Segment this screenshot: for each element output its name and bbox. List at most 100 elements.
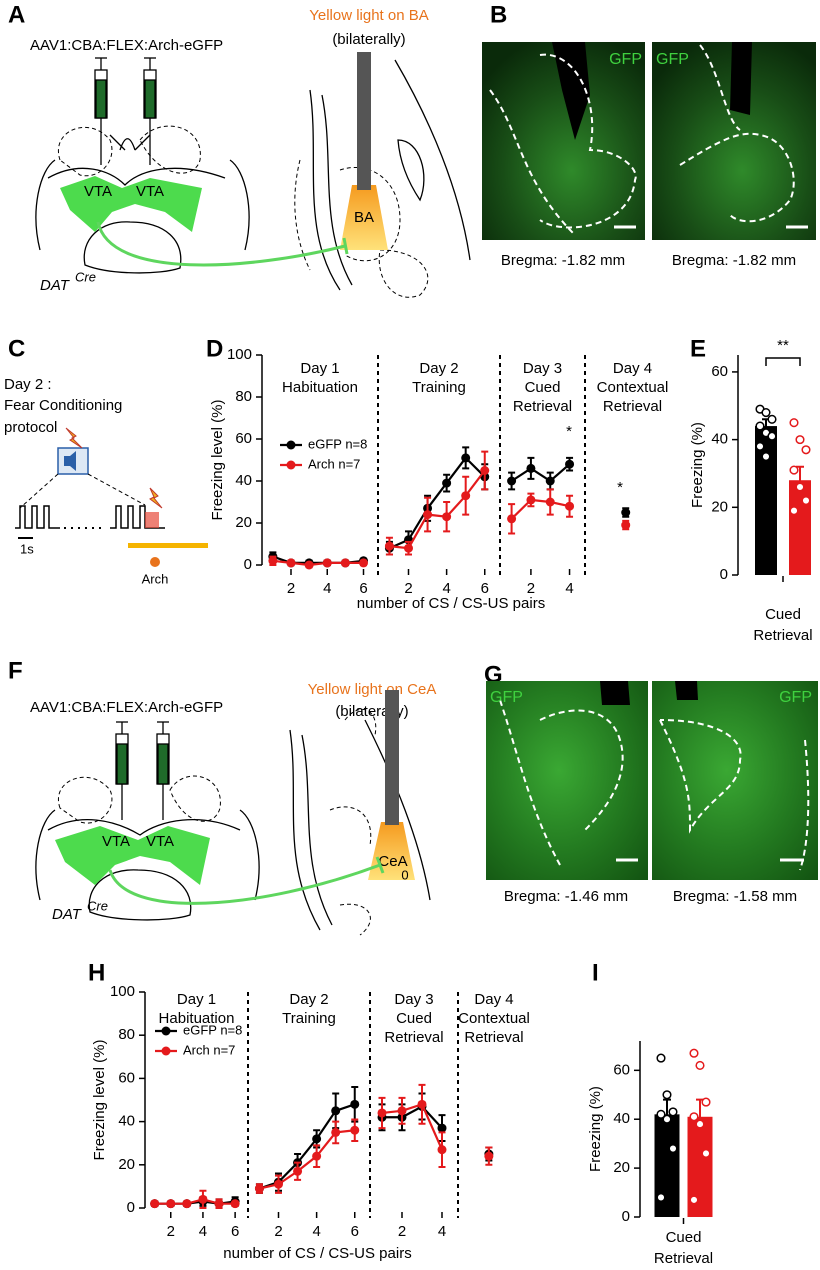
fiber-track [552,42,590,140]
panel-b: B GFP GFP Bregma: -1.82 mm Bregma: -1.82… [482,1,816,269]
marker-label: 0 [401,867,408,882]
y-tick-label: 80 [235,388,252,405]
panel-label: E [690,335,706,362]
x-tick-label: 2 [167,1223,175,1240]
y-axis-label: Freezing (%) [587,1086,604,1172]
data-point [268,556,278,566]
category-label: Retrieval [753,627,812,644]
data-point [166,1199,176,1209]
data-point [293,1166,303,1176]
light-bar [128,543,208,548]
data-point [565,501,575,511]
speaker [64,451,76,471]
individual-point [656,1192,666,1202]
y-tick-label: 0 [127,1199,135,1216]
data-point [304,560,314,570]
data-point [198,1194,208,1204]
y-tick-label: 0 [244,556,252,573]
y-tick-label: 40 [711,431,728,448]
data-point [461,491,471,501]
syringes [115,721,170,820]
x-tick-label: 6 [359,580,367,597]
day-title: Day 2 [419,360,458,377]
projection-end [375,856,385,874]
data-point [312,1134,322,1144]
series-line [388,456,486,550]
data-point [565,459,575,469]
series-line [259,1129,355,1190]
data-point [331,1127,341,1137]
x-tick-label: 6 [351,1223,359,1240]
day-title: Training [282,1010,336,1027]
data-point [312,1151,322,1161]
data-point [286,558,296,568]
day-title: Retrieval [384,1029,443,1046]
day-title: Day 3 [394,991,433,1008]
projection-end [342,237,349,255]
mouse-line: DAT [40,277,71,294]
individual-point [789,418,799,428]
individual-point [761,451,771,462]
y-axis-label: Freezing level (%) [209,400,226,521]
x-tick-label: 4 [323,580,331,597]
data-point [423,510,433,520]
fiber-track [675,681,698,700]
region-label: VTA [102,833,130,850]
projection-arrow [108,863,381,905]
category-label: Cued [666,1229,702,1246]
x-tick-label: 4 [312,1223,320,1240]
light-label: Yellow light on BA [309,7,429,24]
panel-label: H [88,959,105,986]
shock [145,512,159,528]
category-label: Retrieval [654,1250,713,1267]
error-bar [663,1098,671,1130]
mouse-line: DAT [52,906,83,923]
individual-point [795,435,805,445]
data-point [350,1099,360,1109]
shock-icon [65,427,83,449]
optic-fiber [385,690,399,825]
data-point [417,1099,427,1109]
y-tick-label: 40 [118,1113,135,1130]
light-beam [340,185,388,250]
legend-marker [161,1046,171,1056]
category-label: Cued [765,606,801,623]
vector-label: AAV1:CBA:FLEX:Arch-eGFP [30,37,223,54]
x-axis-label: number of CS / CS-US pairs [357,595,545,612]
target-label: CeA [378,853,407,870]
vta-region [60,176,202,232]
panel-f: F AAV1:CBA:FLEX:Arch-eGFP Yellow light o… [8,657,436,936]
fiber-track [730,42,752,115]
individual-point [755,441,765,451]
day-title: Day 4 [613,360,652,377]
protocol-text: Day 2 : [4,376,52,393]
y-tick-label: 60 [711,363,728,380]
bregma-label: Bregma: -1.58 mm [673,888,797,905]
individual-point [689,1112,699,1122]
legend-marker [286,460,296,470]
significance: * [617,479,623,496]
y-tick-label: 60 [235,430,252,447]
data-point [150,1199,160,1209]
data-point [545,497,555,507]
individual-point [701,1148,711,1158]
y-tick-label: 100 [227,346,252,363]
x-tick-label: 4 [199,1223,207,1240]
slice-outline [294,59,471,298]
individual-point [662,1114,672,1124]
data-point [461,453,471,463]
significance: ** [777,337,789,354]
day-title: Cued [396,1010,432,1027]
y-tick-label: 100 [110,983,135,1000]
series-line [381,1102,444,1151]
day-title: Training [412,379,466,396]
data-point [621,520,631,530]
y-tick-label: 20 [235,514,252,531]
day-title: Retrieval [513,398,572,415]
data-point [377,1108,387,1118]
series-line [259,1103,356,1190]
data-point [230,1199,240,1209]
x-tick-label: 4 [442,580,450,597]
individual-point [695,1119,705,1129]
